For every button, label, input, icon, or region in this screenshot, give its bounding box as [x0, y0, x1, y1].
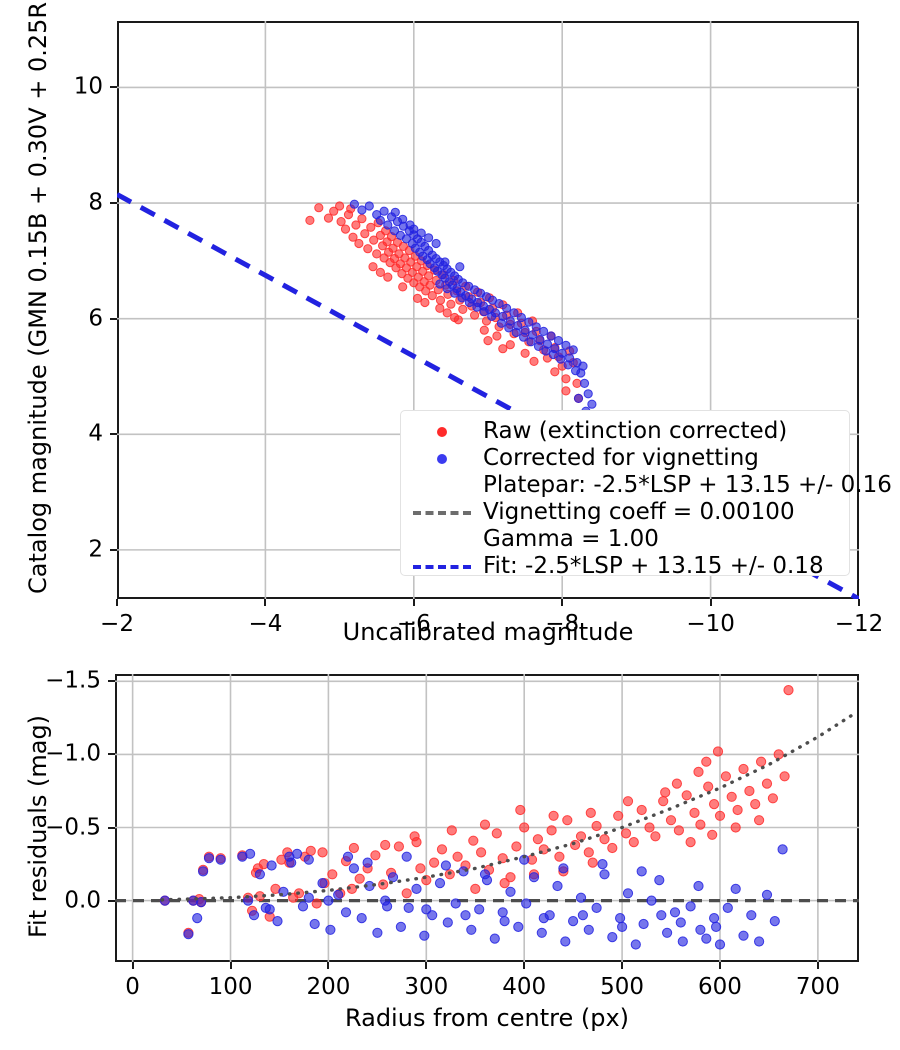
top-x-tick-label: −6	[396, 611, 431, 637]
legend-item-label: Fit: -2.5*LSP + 13.15 +/- 0.18	[483, 553, 824, 579]
bottom-x-tick-label: 700	[795, 974, 840, 1000]
bottom-x-tick-label: 0	[125, 974, 140, 1000]
bottom-plot-canvas	[115, 674, 859, 962]
legend-item-label: Vignetting coeff = 0.00100	[483, 499, 795, 525]
plot-legend[interactable]: Raw (extinction corrected) Corrected for …	[400, 410, 892, 578]
bottom-x-tick-label: 600	[698, 974, 742, 1000]
top-y-tick-label: 10	[73, 73, 103, 100]
legend-item-label: Corrected for vignetting	[483, 445, 759, 471]
bottom-x-tick-mark	[816, 962, 819, 969]
top-x-tick-label: −4	[248, 611, 283, 637]
bottom-y-tick-mark	[108, 899, 115, 902]
legend-item[interactable]: Corrected for vignetting	[411, 445, 837, 472]
legend-marker-none	[411, 530, 473, 550]
bottom-plot-frame	[115, 674, 859, 962]
legend-marker-gray-dashed-line-icon	[411, 503, 473, 523]
bottom-y-tick-label: −0.5	[45, 814, 101, 840]
blue-dashed-line-icon	[413, 564, 471, 569]
top-y-tick-mark	[110, 317, 117, 320]
top-x-tick-mark	[561, 599, 564, 606]
bottom-x-tick-mark	[621, 962, 624, 969]
bottom-x-tick-mark	[425, 962, 428, 969]
bottom-x-tick-mark	[229, 962, 232, 969]
legend-marker-raw-red-dot-icon	[411, 422, 473, 442]
gray-dashed-line-icon	[413, 510, 471, 515]
top-y-tick-label: 4	[88, 420, 103, 447]
legend-marker-blue-dashed-line-icon	[411, 557, 473, 577]
bottom-x-tick-label: 300	[404, 974, 449, 1000]
bottom-x-tick-label: 100	[208, 974, 253, 1000]
top-y-tick-mark	[110, 433, 117, 436]
top-x-axis-title: Uncalibrated magnitude	[342, 618, 634, 646]
top-x-tick-mark	[858, 599, 860, 606]
bottom-y-tick-label: −1.0	[45, 740, 101, 767]
legend-marker-corrected-blue-dot-icon	[411, 449, 473, 469]
bottom-x-axis-title: Radius from centre (px)	[344, 1004, 630, 1032]
top-y-axis-title: Catalog magnitude (GMN 0.15B + 0.30V + 0…	[24, 0, 52, 594]
red-dot-icon	[437, 426, 447, 437]
blue-dot-icon	[437, 453, 447, 464]
top-y-tick-mark	[110, 548, 117, 551]
legend-item[interactable]: Gamma = 1.00	[411, 526, 837, 553]
legend-item-label: Raw (extinction corrected)	[483, 418, 788, 444]
legend-item[interactable]: Fit: -2.5*LSP + 13.15 +/- 0.18	[411, 553, 837, 580]
bottom-y-tick-label: 0.0	[64, 887, 101, 914]
top-y-tick-mark	[110, 86, 117, 89]
bottom-x-tick-mark	[327, 962, 330, 969]
top-x-tick-mark	[412, 599, 415, 606]
legend-item-label: Gamma = 1.00	[483, 526, 659, 552]
top-x-tick-label: −10	[686, 611, 735, 637]
bottom-x-tick-label: 400	[502, 974, 547, 1000]
bottom-x-tick-mark	[523, 962, 526, 969]
top-x-tick-label: −8	[545, 611, 580, 637]
bottom-y-axis-title: Fit residuals (mag)	[24, 714, 52, 938]
legend-item[interactable]: Platepar: -2.5*LSP + 13.15 +/- 0.16	[411, 472, 892, 499]
top-x-tick-mark	[264, 599, 267, 606]
fit-residuals-plot	[115, 674, 859, 962]
bottom-x-tick-mark	[718, 962, 721, 969]
top-y-tick-label: 8	[88, 189, 103, 216]
bottom-x-tick-mark	[131, 962, 134, 969]
bottom-y-tick-mark	[108, 680, 115, 683]
bottom-x-tick-label: 500	[600, 974, 645, 1000]
bottom-y-tick-label: −1.5	[45, 667, 101, 694]
legend-item[interactable]: Raw (extinction corrected)	[411, 418, 837, 445]
top-y-tick-label: 6	[88, 305, 103, 332]
bottom-y-tick-mark	[108, 826, 115, 829]
top-y-tick-mark	[110, 202, 117, 205]
legend-item[interactable]: Vignetting coeff = 0.00100	[411, 499, 837, 526]
legend-marker-none	[411, 476, 473, 496]
top-x-tick-mark	[709, 599, 712, 606]
bottom-y-tick-mark	[108, 753, 115, 756]
top-y-tick-label: 2	[88, 536, 103, 563]
top-x-tick-label: −12	[834, 611, 884, 637]
top-x-tick-label: −2	[100, 611, 134, 637]
top-x-tick-mark	[116, 599, 118, 606]
bottom-x-tick-label: 200	[306, 974, 351, 1000]
legend-item-label: Platepar: -2.5*LSP + 13.15 +/- 0.16	[483, 472, 892, 498]
